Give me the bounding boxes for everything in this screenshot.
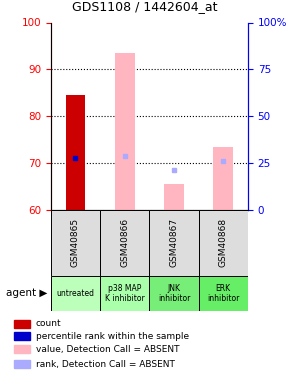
Text: GSM40868: GSM40868 bbox=[219, 218, 228, 267]
Text: GSM40867: GSM40867 bbox=[169, 218, 179, 267]
Text: ERK
inhibitor: ERK inhibitor bbox=[207, 284, 240, 303]
Text: untreated: untreated bbox=[56, 289, 95, 298]
Bar bbox=[164, 184, 184, 210]
Text: percentile rank within the sample: percentile rank within the sample bbox=[36, 332, 189, 341]
Bar bbox=[14, 345, 30, 353]
Text: GSM40865: GSM40865 bbox=[71, 218, 80, 267]
Text: rank, Detection Call = ABSENT: rank, Detection Call = ABSENT bbox=[36, 360, 175, 369]
Bar bbox=[51, 276, 100, 311]
Text: GDS1108 / 1442604_at: GDS1108 / 1442604_at bbox=[72, 0, 218, 13]
Text: JNK
inhibitor: JNK inhibitor bbox=[158, 284, 190, 303]
Bar bbox=[149, 276, 199, 311]
Bar bbox=[199, 210, 248, 276]
Bar bbox=[213, 147, 233, 210]
Text: p38 MAP
K inhibitor: p38 MAP K inhibitor bbox=[105, 284, 145, 303]
Bar bbox=[14, 360, 30, 368]
Bar bbox=[100, 276, 149, 311]
Bar bbox=[14, 332, 30, 340]
Bar bbox=[149, 210, 199, 276]
Bar bbox=[115, 53, 135, 210]
Text: value, Detection Call = ABSENT: value, Detection Call = ABSENT bbox=[36, 345, 179, 354]
Bar bbox=[100, 210, 149, 276]
Bar bbox=[51, 210, 100, 276]
Bar bbox=[199, 276, 248, 311]
Text: agent ▶: agent ▶ bbox=[6, 288, 48, 298]
Bar bbox=[14, 320, 30, 328]
Text: GSM40866: GSM40866 bbox=[120, 218, 129, 267]
Bar bbox=[66, 95, 85, 210]
Text: count: count bbox=[36, 319, 61, 328]
